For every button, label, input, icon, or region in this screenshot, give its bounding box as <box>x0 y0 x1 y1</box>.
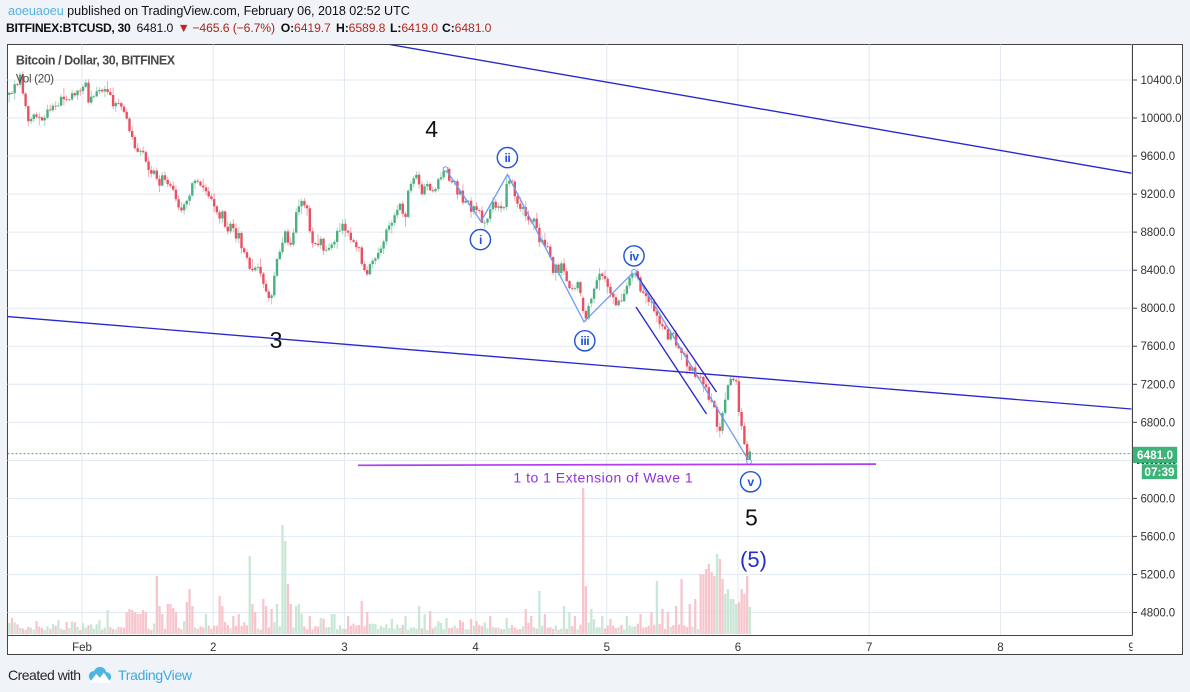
svg-text:Vol (20): Vol (20) <box>16 73 54 86</box>
svg-text:8800.0: 8800.0 <box>1141 227 1176 239</box>
svg-text:4800.0: 4800.0 <box>1141 608 1176 620</box>
svg-text:6481.0: 6481.0 <box>1137 448 1174 462</box>
svg-text:2: 2 <box>210 642 216 654</box>
svg-text:8400.0: 8400.0 <box>1141 265 1176 277</box>
svg-text:7200.0: 7200.0 <box>1141 379 1176 391</box>
svg-text:5: 5 <box>745 505 758 531</box>
svg-text:5600.0: 5600.0 <box>1141 531 1176 543</box>
svg-text:3: 3 <box>341 642 347 654</box>
svg-text:v: v <box>747 475 754 489</box>
svg-text:5200.0: 5200.0 <box>1141 570 1176 582</box>
svg-text:8: 8 <box>997 642 1003 654</box>
svg-text:(5): (5) <box>740 547 767 572</box>
svg-text:10000.0: 10000.0 <box>1141 113 1182 125</box>
svg-text:9200.0: 9200.0 <box>1141 189 1176 201</box>
svg-text:iii: iii <box>580 334 589 348</box>
svg-text:7: 7 <box>866 642 872 654</box>
svg-text:Bitcoin / Dollar, 30, BITFINEX: Bitcoin / Dollar, 30, BITFINEX <box>16 54 176 68</box>
svg-text:6000.0: 6000.0 <box>1141 493 1176 505</box>
svg-text:1 to 1 Extension of Wave 1: 1 to 1 Extension of Wave 1 <box>513 469 693 485</box>
svg-text:ii: ii <box>504 151 510 165</box>
svg-text:07:39: 07:39 <box>1144 465 1175 479</box>
svg-text:3: 3 <box>270 327 283 353</box>
svg-text:10400.0: 10400.0 <box>1141 75 1182 87</box>
svg-text:6: 6 <box>735 642 741 654</box>
svg-text:iv: iv <box>629 249 639 263</box>
svg-text:6800.0: 6800.0 <box>1141 417 1176 429</box>
svg-text:9: 9 <box>1128 642 1134 654</box>
svg-text:5: 5 <box>604 642 610 654</box>
svg-text:i: i <box>479 233 482 247</box>
svg-text:Feb: Feb <box>72 642 92 654</box>
svg-text:7600.0: 7600.0 <box>1141 341 1176 353</box>
svg-text:4: 4 <box>425 116 438 142</box>
svg-text:9600.0: 9600.0 <box>1141 151 1176 163</box>
svg-text:8000.0: 8000.0 <box>1141 303 1176 315</box>
svg-text:4: 4 <box>472 642 479 654</box>
